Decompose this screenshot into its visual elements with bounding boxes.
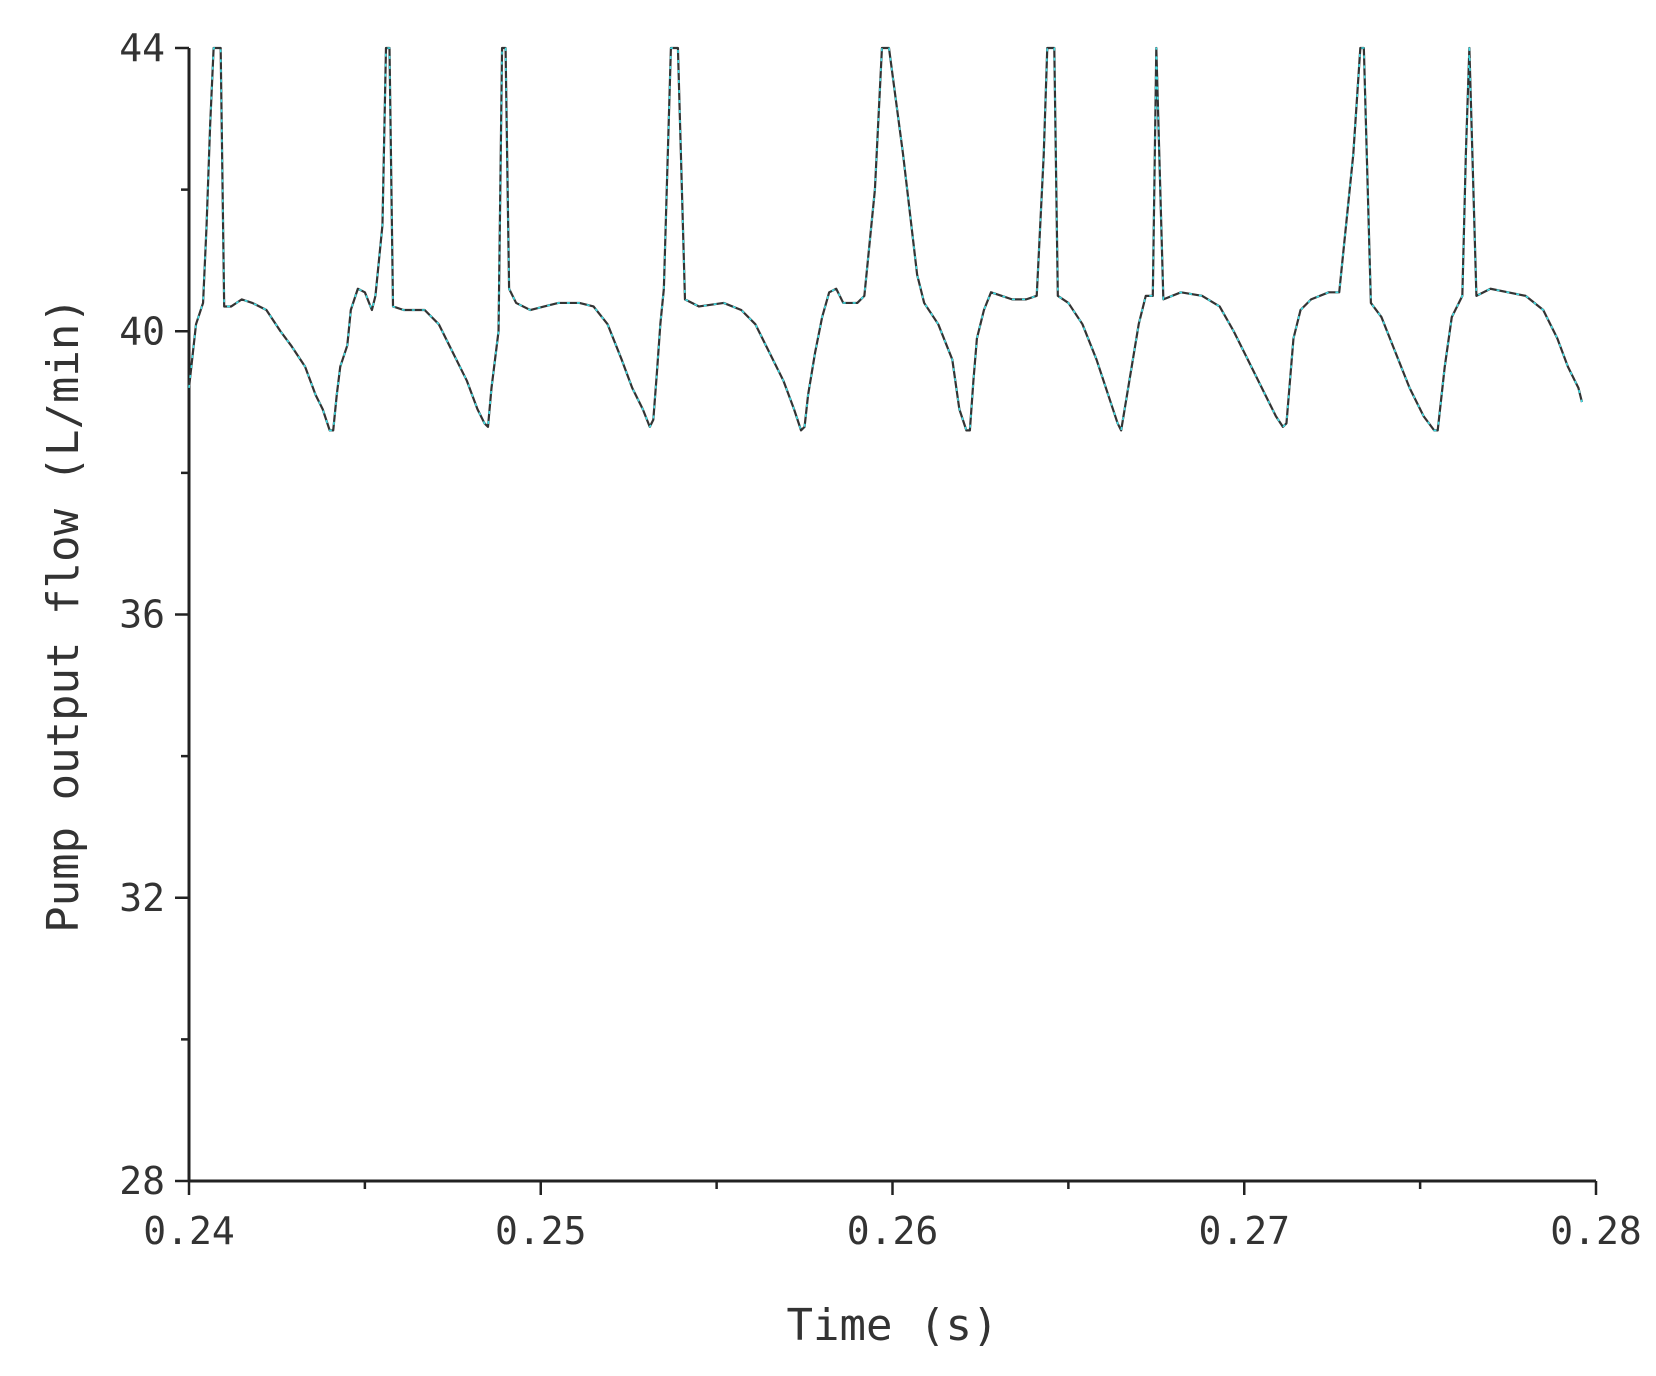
y-tick-label: 32 bbox=[119, 876, 165, 920]
x-tick-label: 0.25 bbox=[495, 1209, 587, 1253]
x-tick-label: 0.24 bbox=[143, 1209, 235, 1253]
series-overlay-line bbox=[188, 47, 1583, 432]
y-tick-label: 40 bbox=[119, 309, 165, 353]
x-axis-title: Time (s) bbox=[787, 1300, 999, 1351]
x-tick-label: 0.26 bbox=[847, 1209, 939, 1253]
y-tick-label: 28 bbox=[119, 1159, 165, 1203]
y-tick-label: 36 bbox=[119, 593, 165, 637]
y-tick-label: 44 bbox=[119, 26, 165, 70]
x-tick-label: 0.28 bbox=[1550, 1209, 1642, 1253]
x-axis-ticks: 0.24 0.25 0.26 0.27 0.28 bbox=[143, 1181, 1642, 1253]
y-axis-title: Pump output flow (L/min) bbox=[38, 297, 89, 933]
y-axis-ticks: 28 32 36 40 44 bbox=[119, 26, 189, 1203]
x-tick-label: 0.27 bbox=[1198, 1209, 1290, 1253]
series-line bbox=[187, 46, 1583, 432]
series-layer bbox=[187, 46, 1583, 432]
